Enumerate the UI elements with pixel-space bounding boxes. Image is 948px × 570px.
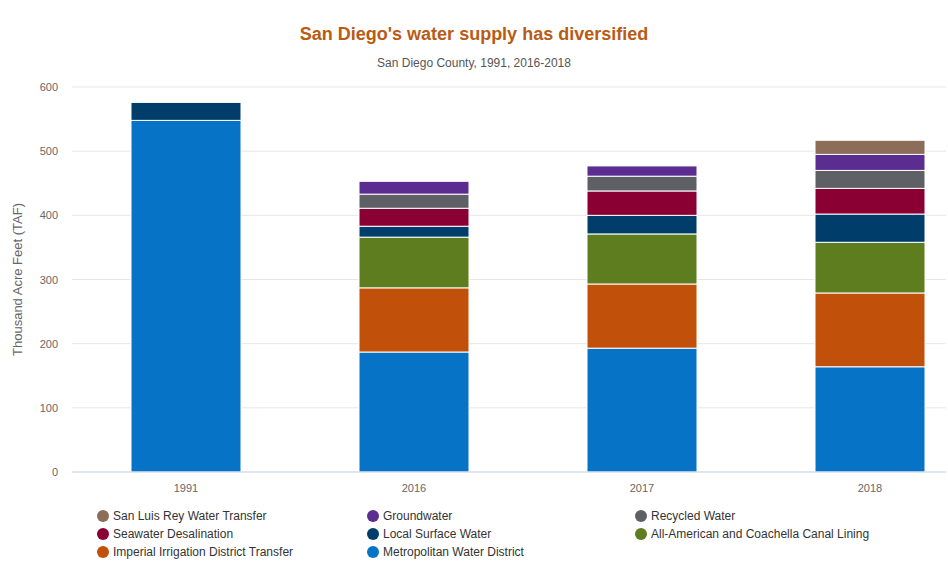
bar-segment[interactable]: [587, 348, 697, 472]
legend-label[interactable]: San Luis Rey Water Transfer: [113, 509, 267, 523]
bar-segment[interactable]: [359, 288, 469, 352]
legend-label[interactable]: Recycled Water: [651, 509, 735, 523]
bar-segment[interactable]: [815, 214, 925, 242]
y-tick-label: 100: [40, 402, 58, 414]
bar-segment[interactable]: [131, 120, 241, 472]
chart-container: San Diego's water supply has diversified…: [0, 0, 948, 570]
bar-segment[interactable]: [815, 242, 925, 293]
legend-swatch: [97, 528, 109, 540]
x-tick-label: 1991: [174, 482, 198, 494]
bar-segment[interactable]: [815, 140, 925, 154]
bar-segment[interactable]: [359, 226, 469, 237]
bar-segment[interactable]: [815, 170, 925, 188]
bars: [131, 102, 925, 472]
bar-segment[interactable]: [131, 102, 241, 120]
bar-segment[interactable]: [587, 234, 697, 284]
legend-swatch: [635, 528, 647, 540]
y-tick-label: 200: [40, 338, 58, 350]
bar-segment[interactable]: [815, 367, 925, 472]
legend-swatch: [367, 528, 379, 540]
bar-segment[interactable]: [815, 154, 925, 170]
legend-label[interactable]: Seawater Desalination: [113, 527, 233, 541]
subtitle: San Diego County, 1991, 2016-2018: [377, 56, 571, 70]
chart-svg: San Diego's water supply has diversified…: [0, 0, 948, 570]
legend-label[interactable]: All-American and Coachella Canal Lining: [651, 527, 869, 541]
bar-segment[interactable]: [587, 176, 697, 191]
y-axis-label: Thousand Acre Feet (TAF): [10, 203, 25, 356]
bar-segment[interactable]: [359, 181, 469, 194]
grid-line: [72, 87, 946, 88]
bar-segment[interactable]: [359, 352, 469, 472]
legend-label[interactable]: Metropolitan Water District: [383, 545, 525, 559]
legend-swatch: [367, 546, 379, 558]
y-tick-label: 300: [40, 274, 58, 286]
bar-segment[interactable]: [587, 166, 697, 176]
bar-segment[interactable]: [587, 215, 697, 234]
bar-segment[interactable]: [815, 188, 925, 214]
x-tick-label: 2018: [858, 482, 882, 494]
bar-segment[interactable]: [587, 191, 697, 215]
grid-line: [72, 472, 946, 473]
legend-swatch: [635, 510, 647, 522]
x-tick-label: 2017: [630, 482, 654, 494]
x-axis-line: [72, 472, 946, 473]
y-tick-label: 500: [40, 145, 58, 157]
bar-segment[interactable]: [359, 237, 469, 288]
y-tick-label: 600: [40, 81, 58, 93]
title: San Diego's water supply has diversified: [300, 24, 648, 44]
legend-label[interactable]: Imperial Irrigation District Transfer: [113, 545, 293, 559]
bar-segment[interactable]: [359, 208, 469, 226]
bar-segment[interactable]: [587, 284, 697, 348]
y-tick-label: 0: [52, 466, 58, 478]
y-tick-label: 400: [40, 209, 58, 221]
bar-segment[interactable]: [359, 194, 469, 208]
legend-swatch: [367, 510, 379, 522]
legend-swatch: [97, 510, 109, 522]
legend-label[interactable]: Local Surface Water: [383, 527, 491, 541]
legend-swatch: [97, 546, 109, 558]
x-tick-label: 2016: [402, 482, 426, 494]
legend-label[interactable]: Groundwater: [383, 509, 452, 523]
bar-segment[interactable]: [815, 293, 925, 367]
